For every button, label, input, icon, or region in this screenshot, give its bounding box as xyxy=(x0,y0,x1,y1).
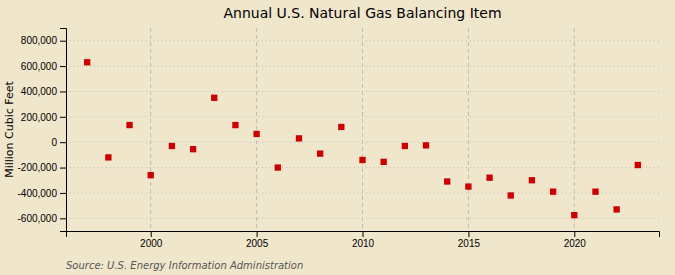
tick-mark xyxy=(60,142,66,143)
tick-label: 200,000 xyxy=(21,112,58,123)
tick-mark xyxy=(60,168,66,169)
tick-mark xyxy=(363,231,364,237)
tick-label: 2000 xyxy=(140,238,163,249)
point xyxy=(105,154,111,160)
point xyxy=(359,157,365,163)
tick-label: 2005 xyxy=(246,238,269,249)
tick-mark xyxy=(468,231,469,237)
grid-line xyxy=(66,40,659,41)
tick: 800,000 xyxy=(21,35,66,46)
grid-line xyxy=(66,167,659,168)
axis-line xyxy=(60,29,67,232)
point xyxy=(169,143,175,149)
tick-label: 2015 xyxy=(458,238,481,249)
axis-line xyxy=(67,232,660,238)
tick-label: -400,000 xyxy=(18,188,58,199)
tick-mark xyxy=(151,231,152,237)
point xyxy=(317,150,323,156)
point xyxy=(613,206,619,212)
tick-mark xyxy=(60,41,66,42)
tick: 600,000 xyxy=(21,61,66,72)
point xyxy=(635,162,641,168)
title: Annual U.S. Natural Gas Balancing Item xyxy=(223,5,501,21)
point xyxy=(486,175,492,181)
tick-label: 600,000 xyxy=(21,61,58,72)
point xyxy=(275,164,281,170)
point xyxy=(232,122,238,128)
tick-label: 0 xyxy=(51,137,57,148)
tick: 2015 xyxy=(458,231,481,249)
tick-label: 800,000 xyxy=(21,35,58,46)
grid-line xyxy=(66,116,659,117)
tick: -200,000 xyxy=(18,162,66,173)
tick-label: -200,000 xyxy=(18,162,58,173)
tick-label: 2010 xyxy=(352,238,375,249)
point xyxy=(253,131,259,137)
points xyxy=(84,59,641,218)
point xyxy=(211,95,217,101)
tick-mark xyxy=(60,91,66,92)
point xyxy=(508,192,514,198)
plot: 2000 2005 2010 2015 2020 -600,000 -400,000 -200… xyxy=(18,28,660,249)
point xyxy=(465,183,471,189)
tick: -600,000 xyxy=(18,213,66,224)
tick: 400,000 xyxy=(21,86,66,97)
point xyxy=(529,177,535,183)
tick-mark xyxy=(574,231,575,237)
tick-label: -600,000 xyxy=(18,213,58,224)
grid xyxy=(66,28,659,231)
tick-mark xyxy=(257,231,258,237)
tick-label: 2020 xyxy=(564,238,587,249)
tick: 0 xyxy=(51,137,66,148)
point xyxy=(296,135,302,141)
tick: -400,000 xyxy=(18,188,66,199)
grid-line xyxy=(468,28,469,231)
grid-line xyxy=(256,28,257,231)
point xyxy=(148,172,154,178)
tick: 200,000 xyxy=(21,112,66,123)
y-axis: -600,000 -400,000 -200,000 0 200,000 400,000 6… xyxy=(18,29,67,232)
chart: 2000 2005 2010 2015 2020 -600,000 -400,000 -200… xyxy=(0,0,675,275)
grid-line xyxy=(574,28,575,231)
point xyxy=(550,189,556,195)
x-axis: 2000 2005 2010 2015 2020 xyxy=(67,231,660,249)
tick-label: 400,000 xyxy=(21,86,58,97)
tick: 2010 xyxy=(352,231,375,249)
tick-mark xyxy=(60,66,66,67)
point xyxy=(84,59,90,65)
grid-line xyxy=(150,28,151,231)
tick: 2000 xyxy=(140,231,163,249)
point xyxy=(338,124,344,130)
point xyxy=(444,178,450,184)
point xyxy=(381,159,387,165)
tick: 2020 xyxy=(564,231,587,249)
tick-mark xyxy=(60,218,66,219)
point xyxy=(190,146,196,152)
source-note: Source: U.S. Energy Information Administ… xyxy=(66,260,303,271)
y-axis-title: Million Cubic Feet xyxy=(3,80,16,177)
point xyxy=(592,189,598,195)
tick-mark xyxy=(60,117,66,118)
point xyxy=(402,143,408,149)
point xyxy=(571,212,577,218)
point xyxy=(423,142,429,148)
tick-mark xyxy=(60,193,66,194)
point xyxy=(126,122,132,128)
grid-line xyxy=(362,28,363,231)
tick: 2005 xyxy=(246,231,269,249)
